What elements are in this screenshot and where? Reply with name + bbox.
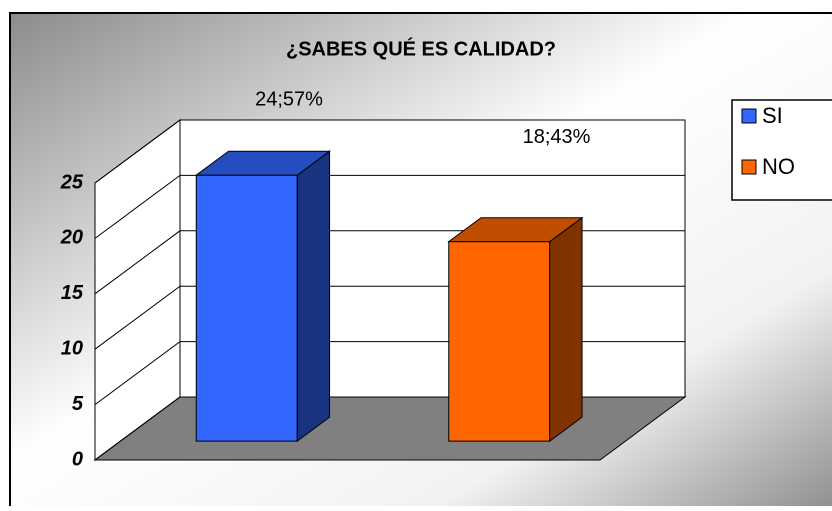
legend-label: NO: [762, 154, 795, 179]
legend-swatch: [741, 108, 757, 124]
legend-swatch: [741, 159, 757, 175]
plot-area: 0 5 10 15 20 25 24;57% 18;43%: [60, 89, 687, 470]
bar-front: [448, 241, 551, 442]
y-tick-label: 5: [72, 393, 84, 415]
y-tick-label: 15: [61, 282, 84, 304]
data-label: 24;57%: [255, 89, 323, 111]
grid-line: [94, 119, 685, 184]
bar: [194, 150, 332, 443]
y-tick-label: 10: [61, 337, 83, 359]
chart-title: ¿SABES QUÉ ES CALIDAD?: [286, 37, 556, 60]
bar-front: [195, 174, 298, 442]
bar: [447, 216, 584, 443]
y-tick-label: 20: [60, 227, 83, 249]
bar-top: [194, 150, 332, 176]
legend-label: SI: [762, 103, 783, 128]
floor: [93, 396, 687, 461]
data-label: 18;43%: [523, 126, 591, 148]
bar-side: [549, 216, 583, 443]
bar-side: [296, 150, 331, 443]
y-tick-label: 0: [72, 448, 83, 470]
legend-items: SI NO: [741, 103, 795, 179]
bar-top: [447, 217, 584, 243]
y-tick-label: 25: [60, 171, 84, 193]
grid-line: [94, 174, 685, 239]
